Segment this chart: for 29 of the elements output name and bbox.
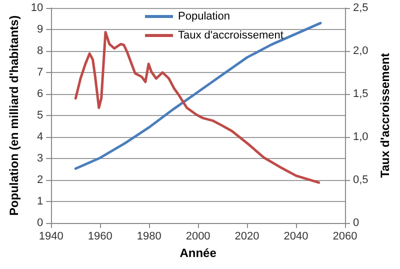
- y2-axis-title: Taux d'accroissement: [378, 53, 392, 178]
- x-tick-label: 1940: [38, 230, 64, 242]
- y-tick-label: 0: [37, 217, 44, 229]
- y-tick-label: 1: [37, 196, 44, 208]
- y-tick-label: 10: [30, 2, 44, 14]
- y2-tick-label: 1,0: [353, 131, 368, 143]
- x-tick-label: 2060: [332, 230, 358, 242]
- y-tick-label: 7: [37, 66, 44, 78]
- x-tick-label: 2000: [186, 230, 210, 242]
- legend-label: Population: [178, 10, 230, 22]
- x-axis-title: Année: [180, 246, 217, 260]
- y2-tick-label: 2,5: [353, 2, 368, 14]
- legend-label: Taux d'accroissement: [178, 30, 284, 42]
- y2-tick-label: 0,5: [353, 174, 368, 186]
- y-tick-label: 9: [37, 24, 44, 36]
- x-tick-label: 2020: [234, 230, 260, 242]
- x-tick-label: 1960: [88, 230, 112, 242]
- y2-tick-label: 0: [353, 217, 360, 229]
- y-tick-label: 4: [37, 131, 44, 143]
- x-tick-label: 2040: [284, 230, 308, 242]
- y-tick-label: 6: [37, 88, 44, 100]
- y-axis-title: Population (en milliard d'habitants): [7, 15, 21, 216]
- y2-tick-label: 2,0: [353, 45, 368, 57]
- x-tick-label: 1980: [136, 230, 162, 242]
- y-tick-label: 3: [37, 152, 44, 164]
- y-tick-label: 8: [37, 45, 44, 57]
- y2-tick-label: 1,5: [353, 88, 368, 100]
- y-tick-label: 2: [37, 174, 44, 186]
- y-tick-label: 5: [37, 110, 44, 122]
